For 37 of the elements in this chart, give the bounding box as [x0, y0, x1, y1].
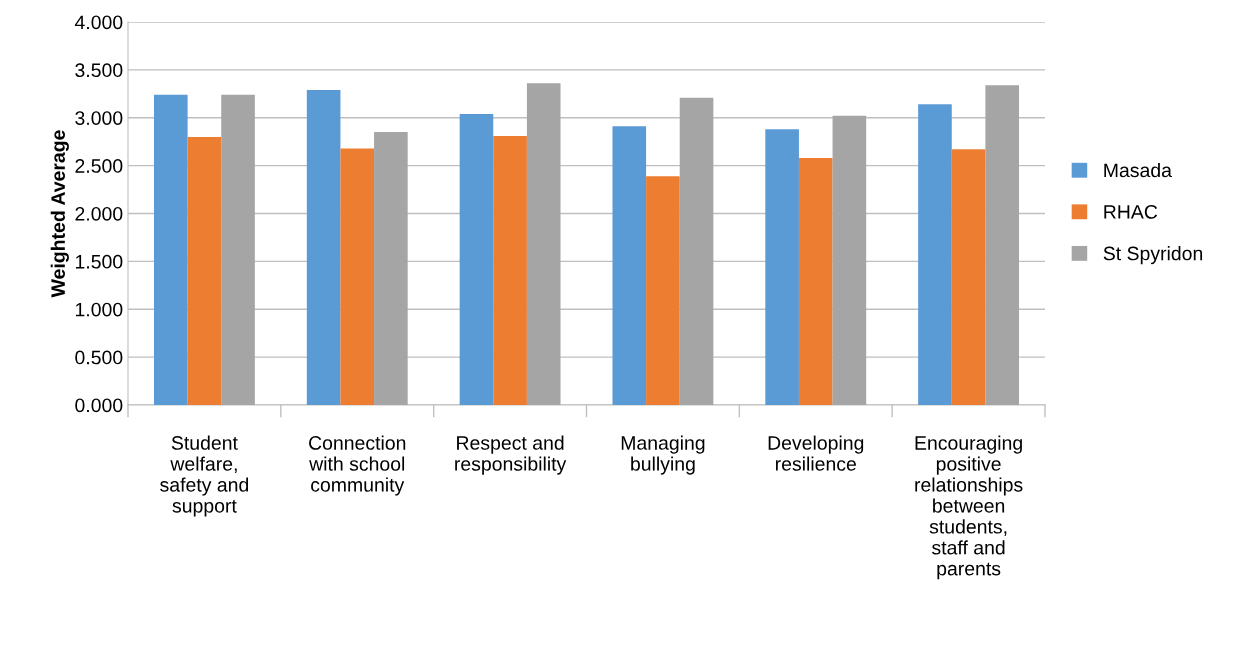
y-tick-label: 1.500	[75, 254, 123, 269]
bar	[374, 132, 408, 405]
bar	[221, 94, 255, 405]
x-tick-label: Connection with school community	[309, 435, 406, 496]
x-tick-label: Encouraging positive relationships between students, staff and parents	[915, 435, 1023, 580]
bar	[832, 115, 867, 405]
x-tick-label: Developing resilience	[768, 435, 864, 471]
bar	[765, 129, 799, 405]
legend-label: RHAC	[1104, 205, 1158, 219]
y-tick-label: 3.500	[75, 63, 123, 78]
y-tick-label: 3.000	[75, 111, 123, 125]
bar	[612, 126, 647, 405]
y-tick-label: 2.500	[75, 159, 123, 173]
x-tick-label: Respect and responsibility	[455, 435, 567, 475]
bar	[187, 136, 222, 405]
y-tick-label: 0.500	[75, 350, 123, 365]
x-tick-label: Managing bullying	[621, 435, 705, 475]
bar	[340, 148, 375, 405]
y-tick-label: 0.000	[75, 398, 123, 413]
bar	[798, 157, 833, 405]
y-tick-label: 1.000	[75, 302, 123, 317]
y-axis-title: Weighted Average	[50, 130, 69, 298]
bar	[918, 104, 952, 405]
bar	[493, 135, 527, 405]
bar	[951, 149, 986, 405]
bar	[153, 94, 188, 405]
bar	[459, 113, 494, 405]
legend-label: Masada	[1104, 162, 1172, 178]
y-tick-label: 2.000	[75, 206, 123, 221]
y-tick-label: 4.000	[74, 15, 123, 30]
bar	[679, 97, 714, 405]
legend-label: St Spyridon	[1103, 246, 1203, 265]
x-tick-label: Student welfare, safety and support	[160, 435, 249, 517]
bar	[526, 83, 561, 405]
bar	[985, 85, 1020, 405]
bar	[646, 176, 680, 405]
bar	[306, 89, 341, 405]
